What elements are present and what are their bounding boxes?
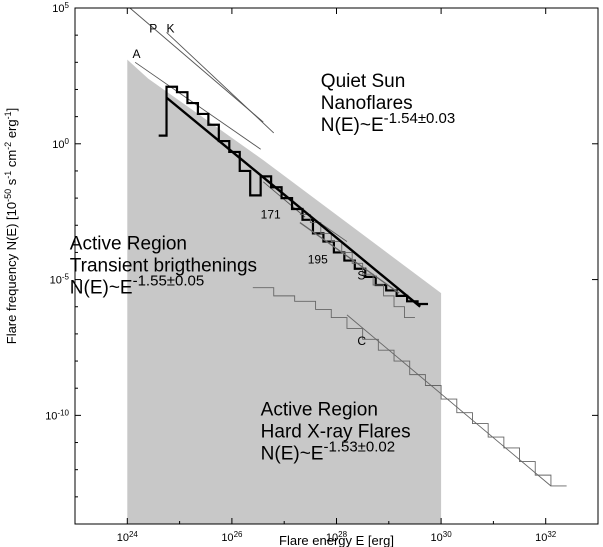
x-tick-label: 1024: [117, 530, 139, 545]
power-law-formula: N(E)~E-1.54±0.03: [321, 109, 455, 136]
shaded-region-layer: [127, 59, 442, 524]
y-tick-label: 105: [52, 1, 69, 16]
annotation-anno-A: A: [133, 47, 141, 61]
series-3: [346, 314, 552, 487]
x-tick-label: 1028: [326, 530, 348, 545]
annotation-anno-C: C: [357, 334, 366, 348]
power-law-formula: N(E)~E-1.53±0.02: [261, 438, 395, 465]
text-block-line: Transient brigthenings: [70, 256, 257, 277]
text-block-line: Quiet Sun: [321, 71, 406, 92]
annotation-anno-S: S: [357, 269, 365, 283]
annotation-anno-P: P: [149, 21, 157, 35]
shaded-region: [127, 59, 442, 524]
y-tick-label: 10-5: [50, 272, 70, 287]
series-layer: [129, 7, 567, 487]
x-tick-label: 1032: [535, 530, 557, 545]
reference-line-K: [166, 32, 275, 134]
series-4: [165, 96, 421, 308]
x-axis-title: Flare energy E [erg]: [279, 533, 394, 547]
series-5: [299, 222, 400, 294]
annotation-anno-K: K: [167, 21, 175, 35]
x-tick-label: 1026: [221, 530, 243, 545]
y-axis-title: Flare frequency N(E) [10-50 s-1 cm-2 erg…: [3, 108, 19, 345]
text-block-line: Nanoflares: [321, 93, 413, 114]
ticks-layer: 1024 1026 1028 1030 1032 105 100 10-5 10-10: [45, 1, 599, 545]
text-block-line: Hard X-ray Flares: [261, 421, 411, 442]
annotation-anno-195: 195: [308, 252, 328, 266]
reference-line-P: [129, 7, 264, 123]
y-tick-label: 10-10: [45, 408, 69, 423]
x-tick-label: 1030: [431, 530, 453, 545]
y-tick-label: 100: [52, 136, 69, 151]
text-block-line: Active Region: [70, 234, 187, 255]
power-law-formula: N(E)~E-1.55±0.05: [70, 272, 204, 299]
text-block-line: Active Region: [261, 399, 378, 420]
annotation-anno-171: 171: [261, 207, 281, 221]
